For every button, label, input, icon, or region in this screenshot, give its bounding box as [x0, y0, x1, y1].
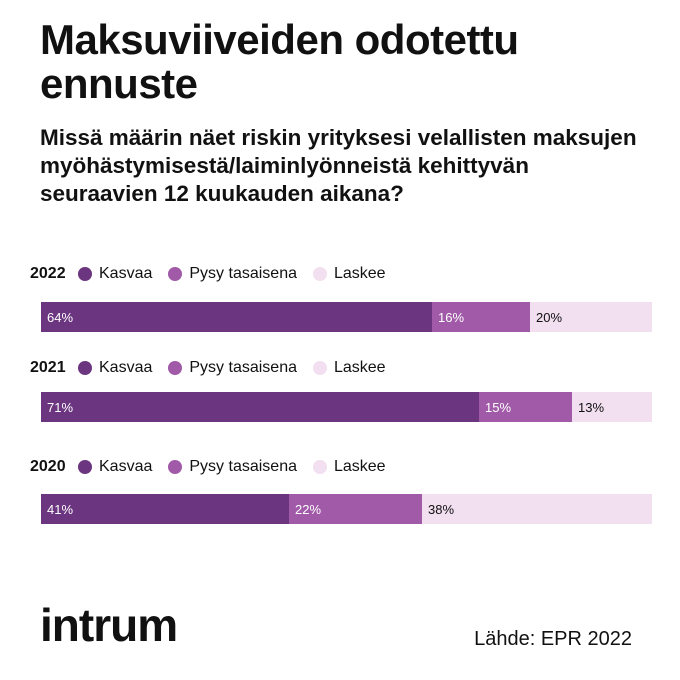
legend-dot-kasvaa — [78, 267, 92, 281]
legend-item-laskee: Laskee — [312, 265, 386, 283]
year-label-2022: 2022 — [30, 265, 66, 282]
data-label-2021-kasvaa: 71% — [47, 399, 74, 415]
legend-dot-pysy-tasaisena — [168, 361, 183, 375]
data-label-2021-pysy-tasaisena: 15% — [485, 399, 512, 415]
legend-label-pysy-tasaisena: Pysy tasaisena — [189, 458, 297, 475]
legend-dot-pysy-tasaisena — [168, 460, 183, 474]
bar-segment-2021-kasvaa: 71% — [41, 392, 479, 422]
source-note: Lähde: EPR 2022 — [474, 628, 632, 650]
legend-dot-pysy-tasaisena — [168, 267, 183, 281]
bar-2022: 64% 16% 20% — [41, 302, 652, 332]
data-label-2022-pysy-tasaisena: 16% — [438, 309, 465, 325]
bar-segment-2021-pysy-tasaisena: 15% — [479, 392, 572, 422]
legend-row-2022: 2022 Kasvaa Pysy tasaisena Laskee — [30, 264, 402, 284]
legend-item-kasvaa: Kasvaa — [78, 458, 152, 476]
bar-2020: 41% 22% 38% — [41, 494, 652, 524]
chart-subtitle: Missä määrin näet riskin yrityksesi vela… — [40, 125, 637, 206]
data-label-2021-laskee: 13% — [578, 399, 605, 415]
legend-label-laskee: Laskee — [333, 458, 386, 475]
intrum-logo: intrum — [40, 599, 178, 651]
legend-label-pysy-tasaisena: Pysy tasaisena — [189, 265, 297, 282]
legend-label-laskee: Laskee — [333, 359, 386, 376]
data-label-2022-kasvaa: 64% — [47, 309, 74, 325]
legend-row-2021: 2021 Kasvaa Pysy tasaisena Laskee — [30, 358, 402, 378]
legend-item-pysy-tasaisena: Pysy tasaisena — [168, 265, 297, 283]
chart-title: Maksuviiveiden odotettu ennuste — [40, 16, 519, 107]
bar-segment-2021-laskee: 13% — [572, 392, 652, 422]
legend-dot-laskee — [312, 460, 327, 474]
year-label-2020: 2020 — [30, 458, 66, 475]
legend-item-laskee: Laskee — [312, 458, 386, 476]
legend-dot-kasvaa — [78, 361, 92, 375]
data-label-2020-pysy-tasaisena: 22% — [295, 501, 322, 517]
legend-dot-laskee — [312, 267, 327, 281]
data-label-2020-kasvaa: 41% — [47, 501, 74, 517]
bar-segment-2022-laskee: 20% — [530, 302, 652, 332]
bar-segment-2020-pysy-tasaisena: 22% — [289, 494, 422, 524]
legend-label-pysy-tasaisena: Pysy tasaisena — [189, 359, 297, 376]
bar-segment-2020-laskee: 38% — [422, 494, 652, 524]
legend-item-pysy-tasaisena: Pysy tasaisena — [168, 359, 297, 377]
legend-item-kasvaa: Kasvaa — [78, 265, 152, 283]
legend-label-kasvaa: Kasvaa — [99, 265, 153, 282]
data-label-2022-laskee: 20% — [536, 309, 563, 325]
legend-dot-laskee — [312, 361, 327, 375]
legend-label-kasvaa: Kasvaa — [99, 359, 153, 376]
year-label-2021: 2021 — [30, 359, 66, 376]
legend-item-pysy-tasaisena: Pysy tasaisena — [168, 458, 297, 476]
legend-dot-kasvaa — [78, 460, 92, 474]
legend-label-kasvaa: Kasvaa — [99, 458, 153, 475]
bar-2021: 71% 15% 13% — [41, 392, 652, 422]
bar-segment-2022-kasvaa: 64% — [41, 302, 432, 332]
data-label-2020-laskee: 38% — [428, 501, 455, 517]
legend-label-laskee: Laskee — [333, 265, 386, 282]
legend-item-laskee: Laskee — [312, 359, 386, 377]
bar-segment-2020-kasvaa: 41% — [41, 494, 289, 524]
legend-item-kasvaa: Kasvaa — [78, 359, 152, 377]
bar-segment-2022-pysy-tasaisena: 16% — [432, 302, 530, 332]
legend-row-2020: 2020 Kasvaa Pysy tasaisena Laskee — [30, 457, 402, 477]
